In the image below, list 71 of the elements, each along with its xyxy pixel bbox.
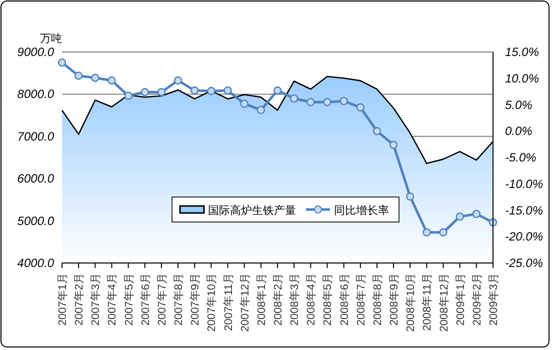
x-tick-label: 2008年7月 <box>355 273 368 326</box>
x-tick-label: 2007年5月 <box>123 273 136 326</box>
y-axis-title: 万吨 <box>40 32 62 45</box>
y2-tick-label: -10.0% <box>505 176 544 191</box>
point <box>439 228 448 237</box>
x-tick-label: 2008年2月 <box>272 273 284 326</box>
x-tick-label: 2008年6月 <box>338 273 351 326</box>
point <box>372 127 382 136</box>
point <box>140 88 149 96</box>
x-tick-label: 2008年12月 <box>438 273 450 332</box>
x-tick-label: 2007年11月 <box>222 273 235 331</box>
y2-tick-label: 15.0% <box>505 45 540 59</box>
legend-label: 同比增长率 <box>334 204 389 217</box>
x-tick-label: 2007年12月 <box>239 273 252 332</box>
x-tick-label: 2009年1月 <box>454 273 467 326</box>
x-tick-label: 2008年3月 <box>289 273 302 326</box>
x-tick-label: 2008年5月 <box>322 273 334 326</box>
y-tick-label: 8000.0 <box>17 87 54 102</box>
point <box>91 74 100 82</box>
x-tick-label: 2008年11月 <box>422 273 434 331</box>
y2-tick-label: 10.0% <box>505 71 540 86</box>
point <box>190 86 199 95</box>
point <box>406 192 414 201</box>
point <box>124 92 132 100</box>
point <box>256 106 266 114</box>
point <box>58 58 66 67</box>
x-tick-label: 2007年4月 <box>106 273 119 326</box>
point <box>108 76 116 85</box>
x-tick-label: 2008年4月 <box>306 273 318 326</box>
point <box>240 100 248 108</box>
y2-tick-label: 0.0% <box>505 124 533 138</box>
point <box>224 86 232 95</box>
y-tick-label: 4000.0 <box>17 256 54 270</box>
point <box>207 86 216 96</box>
point <box>290 94 298 103</box>
y2-tick-label: -20.0% <box>505 230 544 244</box>
point <box>472 210 481 218</box>
x-tick-label: 2008年8月 <box>372 273 384 326</box>
x-tick-label: 2007年1月 <box>57 273 69 326</box>
point <box>389 140 398 149</box>
point <box>456 212 464 221</box>
x-tick-label: 2007年8月 <box>173 273 186 326</box>
x-tick-label: 2007年10月 <box>206 273 218 332</box>
point <box>174 76 182 85</box>
y2-tick-label: -5.0% <box>505 150 537 164</box>
point <box>157 88 166 96</box>
y2-tick-label: -25.0% <box>505 256 544 270</box>
x-tick-label: 2008年1月 <box>256 273 268 326</box>
y-tick-label: 7000.0 <box>17 129 54 144</box>
x-tick-label: 2009年2月 <box>471 273 484 326</box>
x-tick-label: 2007年3月 <box>90 273 102 326</box>
point <box>74 72 83 80</box>
point <box>306 98 315 106</box>
x-tick-label: 2009年3月 <box>488 273 500 326</box>
point <box>323 98 332 106</box>
x-tick-label: 2008年9月 <box>388 273 401 326</box>
point <box>273 86 282 95</box>
x-tick-label: 2007年9月 <box>190 273 202 326</box>
x-tick-label: 2007年7月 <box>156 273 168 326</box>
y-tick-label: 6000.0 <box>17 172 54 186</box>
point <box>340 96 348 106</box>
y-tick-label: 5000.0 <box>17 214 54 228</box>
y2-tick-label: 5.0% <box>505 98 533 112</box>
point <box>422 228 431 237</box>
y-tick-label: 9000.0 <box>17 45 54 59</box>
x-tick-label: 2008年10月 <box>405 273 418 332</box>
y2-tick-label: -15.0% <box>505 203 544 218</box>
x-tick-label: 2007年6月 <box>140 273 152 326</box>
legend-label: 国际高炉生铁产量 <box>208 204 296 217</box>
point <box>356 103 364 112</box>
x-tick-label: 2007年2月 <box>74 273 86 326</box>
